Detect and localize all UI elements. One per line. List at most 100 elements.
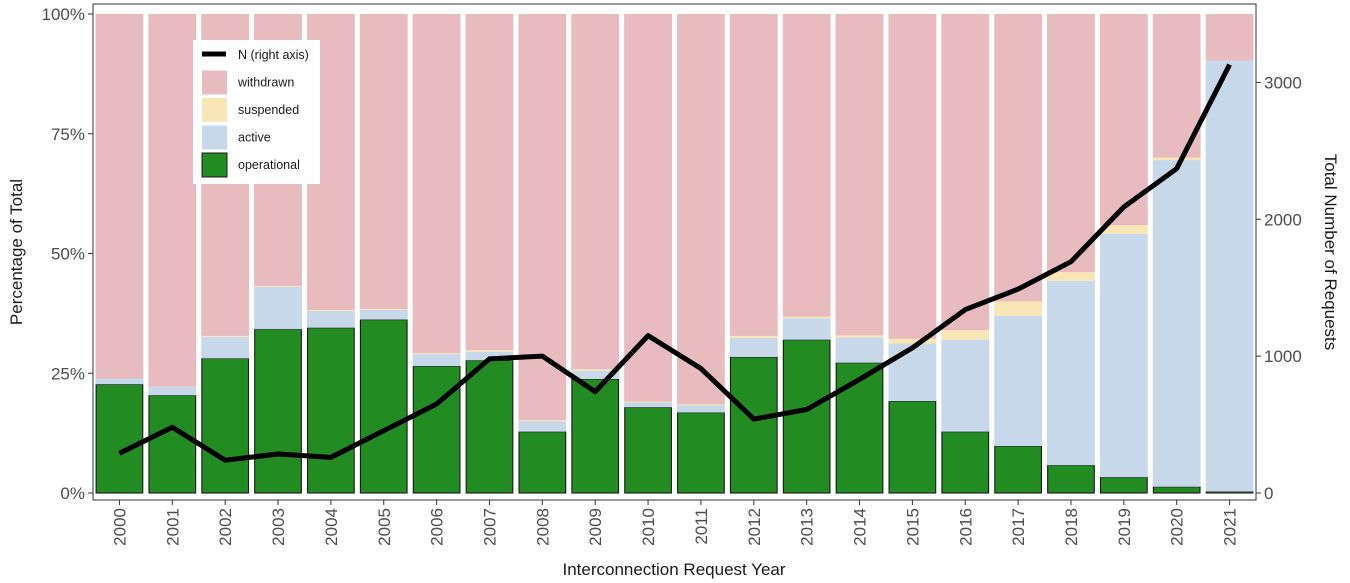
x-tick-label-2016: 2016 [956,508,975,546]
legend-key-suspended [202,98,227,122]
series-line-n [118,63,1232,463]
x-tick-label-2012: 2012 [745,508,764,546]
bar-active-2020 [1152,160,1201,487]
bar-operational-2016 [941,431,990,494]
bar-withdrawn-2014 [835,14,884,336]
bar-withdrawn-2008 [518,14,567,421]
bar-suspended-2014 [835,335,884,338]
legend-label-n-right-axis: N (right axis) [238,48,309,62]
x-tick-label-2004: 2004 [322,508,341,546]
x-tick-label-2002: 2002 [216,508,235,546]
axes-layer: 0% 25% 50% 75% 100% 0 1000 2000 3000 2000 2001 2002… [42,5,1302,546]
bar-suspended-2009 [571,369,620,371]
bar-operational-2005 [359,319,408,494]
y2-tick-label-3: 3000 [1264,73,1302,92]
bar-withdrawn-2017 [994,14,1043,302]
bar-withdrawn-2009 [571,14,620,370]
bar-active-2016 [941,339,990,432]
bar-operational-2003 [254,328,302,494]
bar-suspended-2011 [677,404,725,406]
bar-active-2001 [148,386,197,396]
legend-label-suspended: suspended [238,103,299,117]
x-tick-label-2021: 2021 [1221,508,1240,546]
x-tick-label-2003: 2003 [269,508,288,546]
bar-active-2018 [1047,280,1095,466]
bar-active-2006 [412,354,461,367]
bar-active-2009 [571,370,620,379]
bar-withdrawn-2007 [465,14,514,351]
bar-withdrawn-2018 [1047,14,1095,273]
bar-operational-2004 [307,327,355,494]
x-tick-label-2018: 2018 [1062,508,1081,546]
bar-operational-2019 [1099,476,1148,494]
bar-operational-2014 [835,362,884,494]
bar-active-2000 [95,378,144,385]
bar-active-2002 [201,336,250,359]
legend-label-withdrawn: withdrawn [237,76,294,90]
bar-withdrawn-2000 [95,14,144,379]
bar-active-2019 [1099,233,1148,478]
bar-operational-2002 [201,357,250,494]
bar-operational-2006 [412,365,461,494]
x-tick-label-2020: 2020 [1168,508,1187,546]
x-tick-label-2017: 2017 [1009,508,1028,546]
bar-active-2021 [1205,60,1254,492]
bar-withdrawn-2001 [148,14,197,387]
y2-tick-label-0: 0 [1264,484,1273,503]
x-tick-label-2015: 2015 [903,508,922,546]
x-tick-label-2006: 2006 [428,508,447,546]
bar-suspended-2002 [201,335,250,337]
bar-withdrawn-2021 [1205,14,1254,61]
bar-operational-2021 [1205,491,1254,494]
bar-suspended-2010 [624,401,672,403]
bar-operational-2007 [465,359,514,494]
bar-active-2010 [624,402,672,408]
bar-withdrawn-2016 [941,14,990,331]
bar-operational-2001 [148,394,197,494]
bar-suspended-2006 [412,353,461,355]
y2-axis-title: Total Number of Requests [1321,154,1340,351]
bar-withdrawn-2005 [359,14,408,310]
legend: N (right axis) withdrawn suspended active op… [193,40,320,184]
bar-suspended-2003 [254,286,302,288]
bar-suspended-2005 [359,309,408,311]
bar-active-2015 [888,343,937,402]
bar-suspended-2007 [465,350,514,352]
x-tick-label-2011: 2011 [692,508,711,545]
bar-operational-2013 [782,339,831,494]
bar-withdrawn-2006 [412,14,461,354]
bar-withdrawn-2019 [1099,14,1148,226]
line-layer [118,63,1232,463]
bar-active-2012 [729,337,778,357]
legend-key-active [202,125,227,150]
bar-active-2017 [994,315,1043,447]
x-tick-label-2008: 2008 [533,508,552,546]
bar-suspended-2020 [1152,157,1201,161]
bar-suspended-2012 [729,335,778,338]
bar-operational-2015 [888,400,937,494]
bar-suspended-2008 [518,420,567,422]
x-tick-label-2009: 2009 [586,508,605,546]
bar-withdrawn-2011 [677,14,725,405]
x-tick-label-2013: 2013 [798,508,817,546]
bar-operational-2008 [518,431,567,494]
x-tick-label-2005: 2005 [375,508,394,546]
bar-operational-2010 [624,406,672,494]
bar-operational-2011 [677,411,725,494]
bar-active-2005 [359,310,408,320]
bar-withdrawn-2015 [888,14,937,339]
bar-operational-2009 [571,378,620,494]
bar-suspended-2015 [888,338,937,344]
bar-operational-2017 [994,445,1042,494]
bar-withdrawn-2013 [782,14,831,317]
bar-operational-2018 [1047,464,1095,494]
bar-active-2007 [465,351,514,361]
bar-active-2011 [677,405,725,413]
bar-withdrawn-2012 [729,14,778,336]
y-tick-label-3: 75% [51,125,85,144]
y-tick-label-2: 50% [51,245,85,264]
x-tick-label-2001: 2001 [163,508,182,546]
x-tick-label-2000: 2000 [110,508,129,546]
bar-suspended-2018 [1047,272,1095,281]
